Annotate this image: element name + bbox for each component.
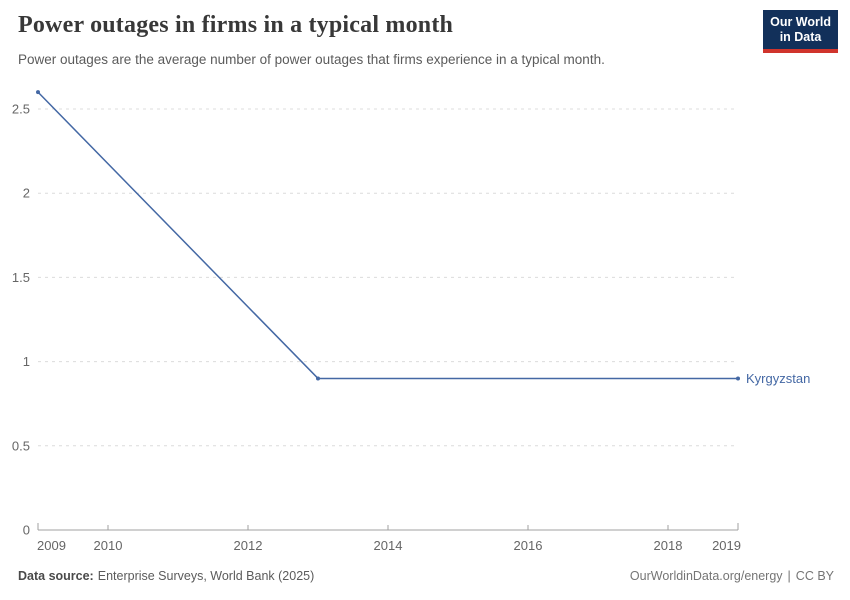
data-point: [736, 376, 740, 381]
data-point: [316, 376, 320, 381]
x-axis-tick-label: 2012: [234, 538, 263, 553]
y-axis-tick-label: 2.5: [12, 102, 30, 117]
x-axis-tick-label: 2010: [94, 538, 123, 553]
chart-subtitle: Power outages are the average number of …: [18, 52, 605, 67]
x-axis-tick-label: 2019: [712, 538, 741, 553]
logo-line2: in Data: [779, 30, 822, 44]
data-line: [37, 91, 738, 380]
y-axis-tick-label: 1: [23, 354, 30, 369]
series-label: Kyrgyzstan: [746, 371, 810, 386]
footer-credits: OurWorldinData.org/energy | CC BY: [630, 569, 834, 583]
x-axis-tick-label: 2016: [514, 538, 543, 553]
data-source-label: Data source:: [18, 569, 94, 583]
logo-line1: Our World: [770, 15, 831, 29]
footer-separator: |: [787, 569, 791, 583]
data-point: [36, 90, 40, 95]
y-axis-tick-label: 0: [23, 523, 30, 538]
data-source: Data source: Enterprise Surveys, World Ba…: [18, 569, 314, 583]
y-axis-tick-label: 2: [23, 186, 30, 201]
x-axis-tick-label: 2018: [654, 538, 683, 553]
x-axis-tick-label: 2009: [37, 538, 66, 553]
y-axis-tick-label: 0.5: [12, 438, 30, 453]
owid-link[interactable]: OurWorldinData.org/energy: [629, 569, 783, 583]
license-label: CC BY: [795, 569, 834, 583]
data-source-value: Enterprise Surveys, World Bank (2025): [97, 569, 315, 583]
y-axis-tick-label: 1.5: [12, 270, 30, 285]
x-axis-tick-label: 2014: [374, 538, 403, 553]
page-title: Power outages in firms in a typical mont…: [18, 12, 454, 38]
owid-logo[interactable]: Our World in Data: [763, 10, 838, 53]
